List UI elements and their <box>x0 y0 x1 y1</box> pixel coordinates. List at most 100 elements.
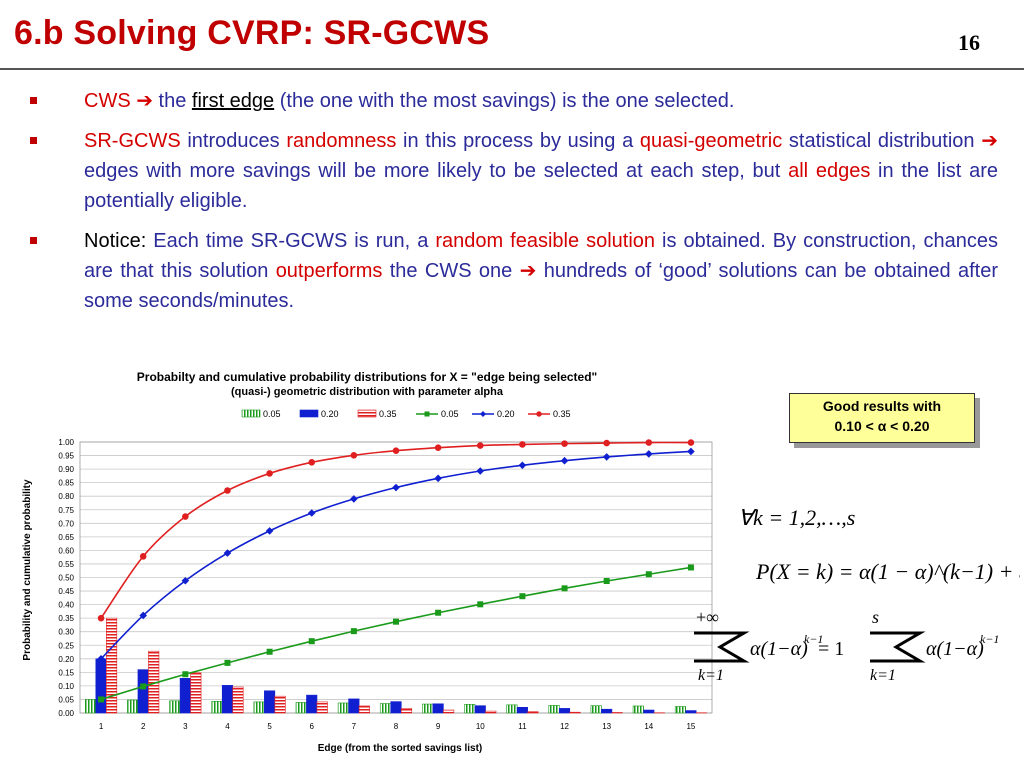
chart-legend: 0.05 0.20 0.35 0.05 0.20 0.35 <box>241 409 571 419</box>
sum-right-lower: k=1 <box>870 667 896 684</box>
point-020-edge-10 <box>476 467 485 475</box>
x-tick-label: 4 <box>225 722 230 731</box>
x-tick-label: 7 <box>352 722 357 731</box>
y-tick-label: 0.70 <box>58 519 74 528</box>
bar-035-edge-7 <box>358 705 370 714</box>
bullet-text-segment: statistical distribution <box>782 130 982 152</box>
point-005-edge-15 <box>687 564 694 571</box>
callout-line-2: 0.10 < α < 0.20 <box>834 418 930 434</box>
point-035-edge-13 <box>603 439 610 447</box>
sum-left-upper: +∞ <box>696 607 719 627</box>
point-005-edge-7 <box>350 628 357 635</box>
bar-005-edge-4 <box>211 701 223 714</box>
y-tick-label: 0.05 <box>58 695 74 704</box>
point-035-edge-5 <box>266 470 273 477</box>
title-divider <box>0 68 1024 70</box>
bar-020-edge-1 <box>95 658 107 714</box>
y-axis-ticks: 0.00 0.05 0.10 0.15 0.20 0.25 0.30 0.35 0.40 0.45… <box>58 438 74 718</box>
point-005-edge-6 <box>308 638 315 645</box>
point-035-edge-11 <box>519 441 526 448</box>
y-tick-label: 0.65 <box>58 533 74 542</box>
bar-035-edge-11 <box>527 711 539 714</box>
bar-035-edge-1 <box>106 617 118 714</box>
page-number: 16 <box>958 30 980 55</box>
bullet-marker-icon <box>30 97 37 104</box>
bullet-text-segment: ➔ <box>519 260 537 282</box>
bar-005-edge-6 <box>295 702 307 714</box>
bar-005-edge-8 <box>379 703 392 714</box>
point-035-edge-3 <box>182 513 189 520</box>
legend-label: 0.35 <box>379 409 397 419</box>
y-tick-label: 0.55 <box>58 560 74 569</box>
point-035-edge-10 <box>476 442 484 449</box>
bar-005-edge-2 <box>127 699 139 714</box>
point-035-edge-15 <box>687 439 695 446</box>
point-020-edge-12 <box>560 456 569 465</box>
legend-swatch-bar-035 <box>357 409 377 418</box>
bullet-text-segment: CWS <box>84 90 137 112</box>
y-axis-label: Probability and cumulative probability <box>22 479 33 661</box>
legend-label: 0.05 <box>263 409 281 419</box>
bar-020-edge-11 <box>516 707 528 714</box>
y-tick-label: 0.20 <box>58 655 74 664</box>
y-tick-label: 0.90 <box>58 465 74 474</box>
chart-svg: Probabilty and cumulative probability di… <box>22 370 713 754</box>
sum-right-upper: s <box>872 607 879 627</box>
point-035-edge-12 <box>561 440 568 447</box>
x-tick-label: 12 <box>560 722 569 731</box>
bar-035-edge-8 <box>400 708 413 714</box>
bar-020-edge-8 <box>390 701 402 714</box>
x-tick-label: 8 <box>394 722 399 731</box>
bullet-text-segment: random feasible solution <box>435 230 656 252</box>
bullet-text-segment: in the list are potentially eligible. <box>84 160 998 212</box>
point-035-edge-7 <box>350 451 358 459</box>
sigma-right-icon <box>870 631 926 663</box>
chart-subtitle: (quasi-) geometric distribution with par… <box>231 386 504 398</box>
bar-020-edge-3 <box>179 678 191 714</box>
x-tick-label: 14 <box>644 722 653 731</box>
bullet-marker-icon <box>30 137 37 144</box>
bullet-text-segment: randomness <box>286 130 397 152</box>
point-005-edge-14 <box>645 571 652 578</box>
bar-005-edge-15 <box>674 706 686 714</box>
point-020-edge-14 <box>645 450 653 458</box>
bar-005-edge-5 <box>253 701 265 714</box>
point-005-edge-3 <box>182 671 189 678</box>
bullet-marker-icon <box>30 237 37 244</box>
bar-035-edge-4 <box>232 686 244 714</box>
legend-marker-circle-icon <box>536 411 542 417</box>
bullet-text-segment: in this process by using a <box>396 130 640 152</box>
bullet-list: CWS ➔ the first edge (the one with the m… <box>30 86 998 326</box>
point-035-edge-1 <box>97 614 105 622</box>
y-tick-label: 0.15 <box>58 668 74 677</box>
y-tick-label: 0.85 <box>58 479 74 488</box>
point-035-edge-8 <box>392 447 400 454</box>
x-tick-label: 15 <box>686 722 695 731</box>
point-035-edge-6 <box>308 459 316 466</box>
x-tick-label: 3 <box>183 722 188 731</box>
point-005-edge-8 <box>393 618 399 625</box>
point-005-edge-1 <box>98 696 105 703</box>
legend-swatch-bar-020 <box>299 409 319 418</box>
bar-020-edge-7 <box>348 698 360 714</box>
point-020-edge-7 <box>350 495 358 503</box>
bullet-text-segment: is obtained. By construction, chances ar… <box>84 230 998 282</box>
legend-label: 0.35 <box>553 409 571 419</box>
x-tick-label: 6 <box>310 722 315 731</box>
point-020-edge-11 <box>518 461 527 470</box>
point-035-edge-4 <box>224 487 231 494</box>
bar-005-edge-7 <box>337 702 349 714</box>
y-tick-label: 0.50 <box>58 574 74 583</box>
sum-right-term: α(1−α) <box>926 638 984 660</box>
chart-grid <box>79 441 713 714</box>
bullet-text-segment: all edges <box>788 160 871 182</box>
point-005-edge-11 <box>519 593 526 600</box>
point-020-edge-13 <box>602 453 611 461</box>
point-020-edge-4 <box>223 549 232 557</box>
y-tick-label: 0.75 <box>58 506 74 515</box>
bar-035-edge-5 <box>274 695 286 714</box>
point-020-edge-15 <box>687 447 695 456</box>
bullet-text-segment: (the one with the most savings) is the o… <box>274 90 735 112</box>
distribution-chart: Probabilty and cumulative probability di… <box>22 358 722 760</box>
formula-svg: ∀k = 1,2,…,s P(X = k) = α(1 − α)^(k−1) +… <box>694 505 1024 684</box>
